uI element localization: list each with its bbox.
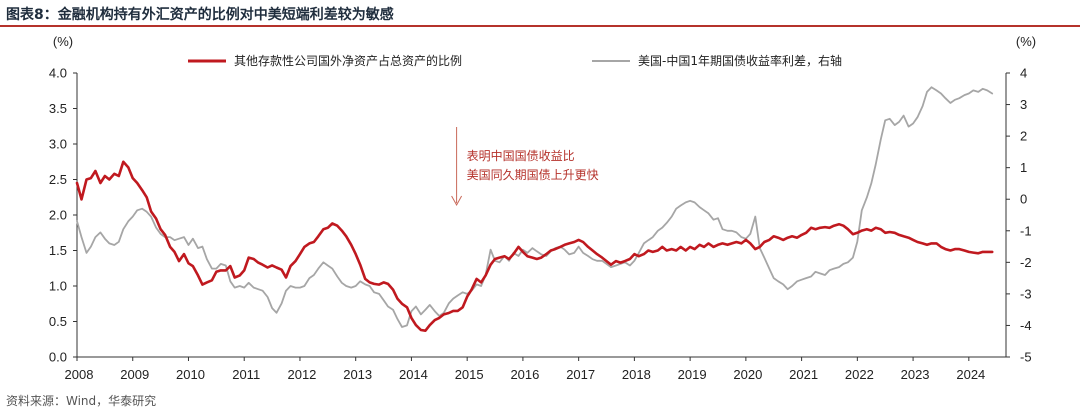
title-bar: 图表8：金融机构持有外汇资产的比例对中美短端利差较为敏感	[0, 0, 1080, 27]
left-tick-label: 3.0	[49, 137, 67, 152]
left-tick-label: 0.5	[49, 314, 67, 329]
right-tick-label: -2	[1020, 255, 1032, 270]
x-tick-label: 2021	[789, 367, 818, 382]
legend-label-grey: 美国-中国1年期国债收益率利差，右轴	[638, 53, 842, 68]
left-tick-label: 1.5	[49, 243, 67, 258]
left-tick-label: 1.0	[49, 279, 67, 294]
x-tick-label: 2014	[399, 367, 428, 382]
x-tick-label: 2011	[232, 367, 260, 382]
right-tick-label: -3	[1020, 286, 1032, 301]
right-tick-label: 2	[1020, 129, 1027, 144]
series-line-foreign-asset-ratio	[75, 160, 994, 332]
right-tick-label: -5	[1020, 350, 1032, 365]
x-tick-label: 2024	[956, 367, 985, 382]
x-tick-label: 2022	[845, 367, 874, 382]
x-tick-label: 2019	[678, 367, 707, 382]
right-tick-label: -4	[1020, 318, 1032, 333]
right-tick-label: 4	[1020, 66, 1027, 81]
right-tick-label: 1	[1020, 160, 1027, 175]
source-note: 资料来源：Wind，华泰研究	[6, 394, 157, 408]
legend-label-red: 其他存款性公司国外净资产占总资产的比例	[234, 53, 462, 68]
annotation-arrow-head	[451, 195, 463, 207]
x-tick-label: 2009	[120, 367, 149, 382]
left-tick-label: 4.0	[49, 66, 67, 81]
left-axis-unit: (%)	[53, 34, 73, 49]
x-tick-label: 2013	[343, 367, 372, 382]
x-tick-label: 2017	[566, 367, 595, 382]
left-tick-label: 0.0	[49, 350, 67, 365]
x-tick-label: 2010	[176, 367, 205, 382]
right-tick-label: 3	[1020, 97, 1027, 112]
left-tick-label: 2.0	[49, 208, 67, 223]
left-tick-label: 2.5	[49, 172, 67, 187]
x-tick-label: 2008	[65, 367, 94, 382]
right-axis-unit: (%)	[1016, 34, 1036, 49]
chart-title: 图表8：金融机构持有外汇资产的比例对中美短端利差较为敏感	[6, 7, 394, 23]
x-tick-label: 2015	[455, 367, 484, 382]
annotation-line-1: 表明中国国债收益比	[467, 148, 575, 163]
annotation-line-2: 美国同久期国债上升更快	[467, 168, 599, 182]
x-tick-label: 2016	[510, 367, 539, 382]
x-tick-label: 2020	[733, 367, 762, 382]
x-tick-label: 2023	[901, 367, 930, 382]
series-line-us-china-spread	[76, 86, 994, 328]
right-tick-label: 0	[1020, 192, 1027, 207]
x-tick-label: 2018	[622, 367, 651, 382]
x-tick-label: 2012	[287, 367, 316, 382]
left-tick-label: 3.5	[49, 101, 67, 116]
title-divider	[0, 25, 1080, 27]
right-tick-label: -1	[1020, 223, 1032, 238]
